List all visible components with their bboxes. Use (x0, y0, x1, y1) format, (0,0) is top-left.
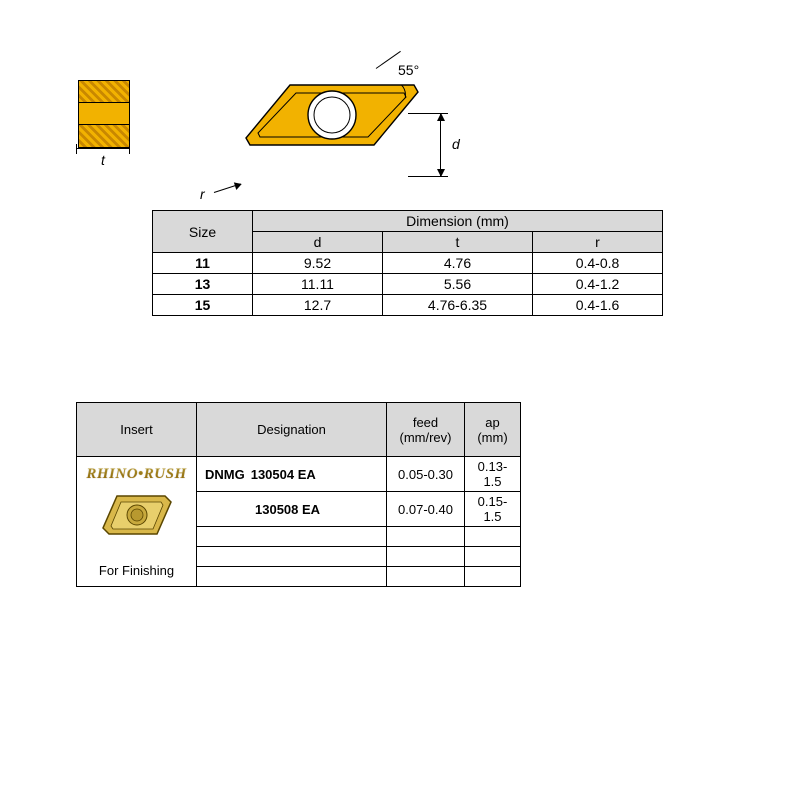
thickness-icon: t (78, 80, 130, 148)
cell-designation: DNMG130504 EA (197, 457, 387, 492)
cell-empty (387, 547, 465, 567)
cell-empty (197, 527, 387, 547)
th-insert: Insert (77, 403, 197, 457)
cell-size: 11 (153, 253, 253, 274)
th-designation: Designation (197, 403, 387, 457)
cell-empty (465, 547, 521, 567)
insert-caption: For Finishing (77, 563, 196, 578)
cell-t: 5.56 (383, 274, 533, 295)
table-row: 119.524.760.4-0.8 (153, 253, 663, 274)
insert-cell: RHINO•RUSH For Finishing (77, 457, 197, 587)
size-rows: 119.524.760.4-0.81311.115.560.4-1.21512.… (153, 253, 663, 316)
cell-size: 13 (153, 274, 253, 295)
size-table: Size Dimension (mm) d t r 119.524.760.4-… (152, 210, 663, 316)
table-row: 1311.115.560.4-1.2 (153, 274, 663, 295)
table-row: RHINO•RUSHFor FinishingDNMG130504 EA0.05… (77, 457, 521, 492)
d-dim-label: d (452, 136, 460, 152)
cell-t: 4.76-6.35 (383, 295, 533, 316)
brand-label: RHINO•RUSH (77, 466, 196, 483)
cell-size: 15 (153, 295, 253, 316)
th-d: d (253, 232, 383, 253)
r-dim-label: r (200, 186, 205, 202)
insert-rows: RHINO•RUSH For Finishing DNMG130504 EA0.05… (77, 457, 521, 587)
cell-empty (197, 567, 387, 587)
th-t: t (383, 232, 533, 253)
insert-diagram (200, 45, 510, 195)
cell-t: 4.76 (383, 253, 533, 274)
t-dim-label: t (78, 152, 128, 168)
cell-r: 0.4-1.2 (533, 274, 663, 295)
cell-empty (465, 567, 521, 587)
cell-empty (197, 547, 387, 567)
th-dimension: Dimension (mm) (253, 211, 663, 232)
cell-ap: 0.15-1.5 (465, 492, 521, 527)
designation-prefix: DNMG (205, 467, 251, 482)
cell-feed: 0.05-0.30 (387, 457, 465, 492)
cell-designation: 130508 EA (197, 492, 387, 527)
th-feed: feed (mm/rev) (387, 403, 465, 457)
cell-ap: 0.13-1.5 (465, 457, 521, 492)
cell-d: 11.11 (253, 274, 383, 295)
cell-d: 9.52 (253, 253, 383, 274)
insert-table: Insert Designation feed (mm/rev) ap (mm)… (76, 402, 521, 587)
cell-empty (387, 527, 465, 547)
angle-label: 55° (398, 62, 419, 78)
cell-empty (387, 567, 465, 587)
cell-d: 12.7 (253, 295, 383, 316)
cell-r: 0.4-0.8 (533, 253, 663, 274)
insert-icon (95, 488, 179, 545)
th-r: r (533, 232, 663, 253)
cell-feed: 0.07-0.40 (387, 492, 465, 527)
table-row: 1512.74.76-6.350.4-1.6 (153, 295, 663, 316)
cell-empty (465, 527, 521, 547)
cell-r: 0.4-1.6 (533, 295, 663, 316)
th-size: Size (153, 211, 253, 253)
th-ap: ap (mm) (465, 403, 521, 457)
page-canvas: t 55° d r Size Dimension (mm) d t r 119. (0, 0, 800, 800)
d-dim-line (440, 114, 441, 176)
